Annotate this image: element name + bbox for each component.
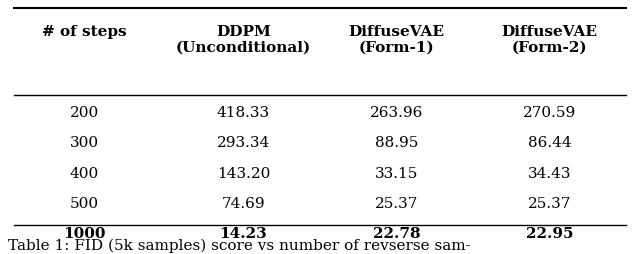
Text: 1000: 1000 <box>63 227 106 241</box>
Text: # of steps: # of steps <box>42 25 127 39</box>
Text: DiffuseVAE
(Form-1): DiffuseVAE (Form-1) <box>348 25 444 55</box>
Text: DDPM
(Unconditional): DDPM (Unconditional) <box>176 25 311 55</box>
Text: 25.37: 25.37 <box>528 197 571 211</box>
Text: 22.78: 22.78 <box>372 227 420 241</box>
Text: 88.95: 88.95 <box>375 136 418 150</box>
Text: 14.23: 14.23 <box>220 227 268 241</box>
Text: 270.59: 270.59 <box>523 106 576 120</box>
Text: 418.33: 418.33 <box>217 106 270 120</box>
Text: 293.34: 293.34 <box>217 136 270 150</box>
Text: DiffuseVAE
(Form-2): DiffuseVAE (Form-2) <box>501 25 597 55</box>
Text: 86.44: 86.44 <box>527 136 572 150</box>
Text: 74.69: 74.69 <box>221 197 266 211</box>
Text: 400: 400 <box>70 167 99 181</box>
Text: 500: 500 <box>70 197 99 211</box>
Text: 143.20: 143.20 <box>217 167 270 181</box>
Text: 34.43: 34.43 <box>527 167 571 181</box>
Text: Table 1: FID (5k samples) score vs number of revserse sam-: Table 1: FID (5k samples) score vs numbe… <box>8 239 470 253</box>
Text: 263.96: 263.96 <box>370 106 423 120</box>
Text: 33.15: 33.15 <box>375 167 418 181</box>
Text: 300: 300 <box>70 136 99 150</box>
Text: 22.95: 22.95 <box>525 227 573 241</box>
Text: 200: 200 <box>70 106 99 120</box>
Text: 25.37: 25.37 <box>375 197 418 211</box>
